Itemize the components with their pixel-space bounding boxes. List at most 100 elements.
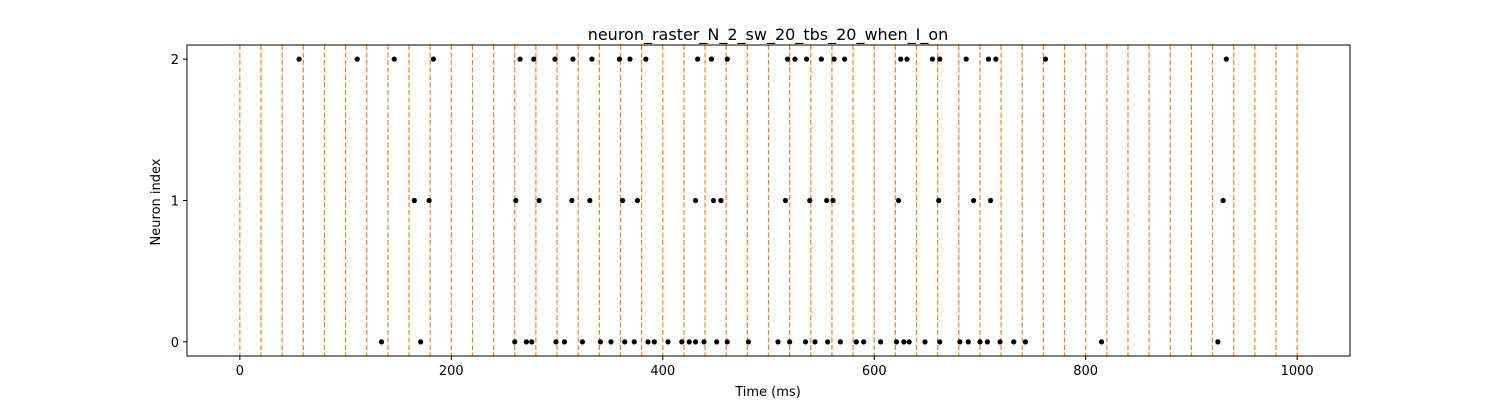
spike-point [842,56,848,62]
spike-point [430,56,436,62]
spike-point [831,56,837,62]
y-tick-label: 1 [171,195,179,210]
spike-point [622,339,628,345]
spike-point [853,339,859,345]
spike-point [987,197,994,204]
spike-point [552,56,558,62]
spike-point [631,339,637,345]
spike-point [784,56,791,62]
spike-point [957,339,963,345]
spike-point [1215,339,1221,345]
spike-point [929,56,935,62]
spike-point [893,339,900,345]
spike-point [837,339,843,345]
spike-point [1098,339,1105,345]
spike-point [830,197,836,204]
spike-point [391,56,397,62]
spike-point [553,339,559,345]
spike-point [985,56,992,62]
spike-point [634,197,640,204]
spike-point [536,197,542,204]
spike-point [937,56,943,62]
spike-point [965,339,971,345]
spike-point [523,339,529,345]
spike-point [513,197,519,204]
spike-point [619,197,626,204]
spike-point [724,339,730,345]
x-tick-label: 600 [862,364,887,379]
spike-point [812,339,818,345]
x-tick-label: 400 [650,364,675,379]
spike-point [418,339,424,345]
spike-point [936,197,942,204]
spike-point [616,56,623,62]
x-tick-label: 0 [236,364,244,379]
spike-point [517,56,523,62]
spike-point [877,339,884,345]
spike-point [802,339,809,345]
x-axis-ticks: 0 200 400 600 800 1000 [236,356,1314,379]
spike-point [561,339,568,345]
spike-point [937,339,943,345]
y-axis-ticks: 0 1 2 [171,53,187,351]
spike-point [695,56,701,62]
spike-point [651,339,657,345]
spike-point [724,56,730,62]
x-tick-label: 800 [1073,364,1098,379]
spike-point [531,56,537,62]
spike-point [906,339,912,345]
spike-point [1011,339,1017,345]
spike-point [993,56,999,62]
spike-point [378,339,385,345]
spike-point [782,197,789,204]
spike-point [411,197,417,204]
spike-point [807,197,813,204]
x-axis-label: Time (ms) [734,385,801,400]
y-axis-label: Neuron index [149,158,164,245]
spike-point [701,339,707,345]
spike-point [984,339,990,345]
spike-point [692,197,699,204]
spike-point [971,197,977,204]
y-tick-label: 2 [171,53,179,68]
spike-point [597,339,603,345]
spike-point [787,339,793,345]
spike-point [792,56,798,62]
spike-point [904,56,910,62]
spike-point [803,56,810,62]
spike-point [589,56,595,62]
spike-point [665,339,671,345]
y-tick-label: 0 [171,336,179,351]
spike-point [708,56,715,62]
spike-point [818,56,824,62]
spike-point [1220,197,1226,204]
spike-point [898,56,904,62]
spike-point [895,197,902,204]
spike-point [296,56,302,62]
x-tick-label: 1000 [1281,364,1314,379]
spike-point [1223,56,1229,62]
spike-point [587,197,593,204]
spike-point [922,339,928,345]
spike-point [825,339,831,345]
spike-point [714,339,720,345]
spike-point [997,339,1003,345]
spike-point [963,56,969,62]
spike-point [775,339,781,345]
spike-point [1042,56,1049,62]
chart-title: neuron_raster_N_2_sw_20_tbs_20_when_I_on [588,25,949,45]
spike-point [861,339,867,345]
spike-points [296,56,1229,345]
spike-point [426,197,432,204]
spike-point [579,339,586,345]
spike-point [824,197,830,204]
spike-point [718,197,724,204]
spike-point [608,339,614,345]
spike-point [686,339,692,345]
spike-point [569,197,575,204]
spike-point [692,339,699,345]
spike-point [710,197,717,204]
